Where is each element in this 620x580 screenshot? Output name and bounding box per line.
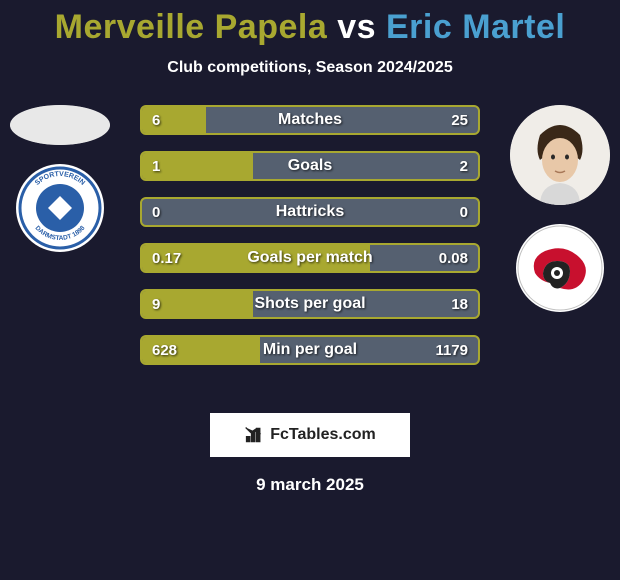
- stat-value-right: 25: [441, 107, 478, 133]
- stat-row: 628Min per goal1179: [140, 335, 480, 365]
- player1-avatar: [10, 105, 110, 145]
- stat-label: Matches: [142, 107, 478, 133]
- stat-row: 9Shots per goal18: [140, 289, 480, 319]
- player1-name: Merveille Papela: [55, 8, 328, 46]
- stat-value-right: 0.08: [429, 245, 478, 271]
- stat-row: 0.17Goals per match0.08: [140, 243, 480, 273]
- comparison-title: Merveille Papela vs Eric Martel: [0, 0, 620, 47]
- stat-value-right: 0: [450, 199, 478, 225]
- date-text: 9 march 2025: [0, 475, 620, 495]
- player1-club-badge: SPORTVEREIN DARMSTADT 1898: [15, 163, 105, 253]
- stat-row: 1Goals2: [140, 151, 480, 181]
- darmstadt-badge-icon: SPORTVEREIN DARMSTADT 1898: [15, 163, 105, 253]
- chart-icon: [244, 425, 264, 445]
- watermark-text: FcTables.com: [270, 426, 376, 444]
- vs-text: vs: [337, 8, 376, 46]
- left-column: SPORTVEREIN DARMSTADT 1898: [10, 105, 110, 253]
- stat-bars: 6Matches25 1Goals2 0Hattricks0 0.17Goals pe…: [140, 105, 480, 365]
- stat-label: Hattricks: [142, 199, 478, 225]
- stat-label: Shots per goal: [142, 291, 478, 317]
- right-column: [510, 105, 610, 313]
- player2-avatar: [510, 105, 610, 205]
- person-icon: [10, 105, 110, 145]
- watermark: FcTables.com: [210, 413, 410, 457]
- stat-value-right: 1179: [425, 337, 478, 363]
- stat-label: Goals per match: [142, 245, 478, 271]
- stat-value-right: 2: [450, 153, 478, 179]
- subtitle: Club competitions, Season 2024/2025: [0, 59, 620, 77]
- stat-row: 6Matches25: [140, 105, 480, 135]
- stat-label: Goals: [142, 153, 478, 179]
- player2-name: Eric Martel: [386, 8, 565, 46]
- player2-club-badge: [515, 223, 605, 313]
- person-icon: [510, 105, 610, 205]
- stat-value-right: 18: [441, 291, 478, 317]
- comparison-content: SPORTVEREIN DARMSTADT 1898: [0, 105, 620, 395]
- stat-row: 0Hattricks0: [140, 197, 480, 227]
- hurricane-badge-icon: [515, 223, 605, 313]
